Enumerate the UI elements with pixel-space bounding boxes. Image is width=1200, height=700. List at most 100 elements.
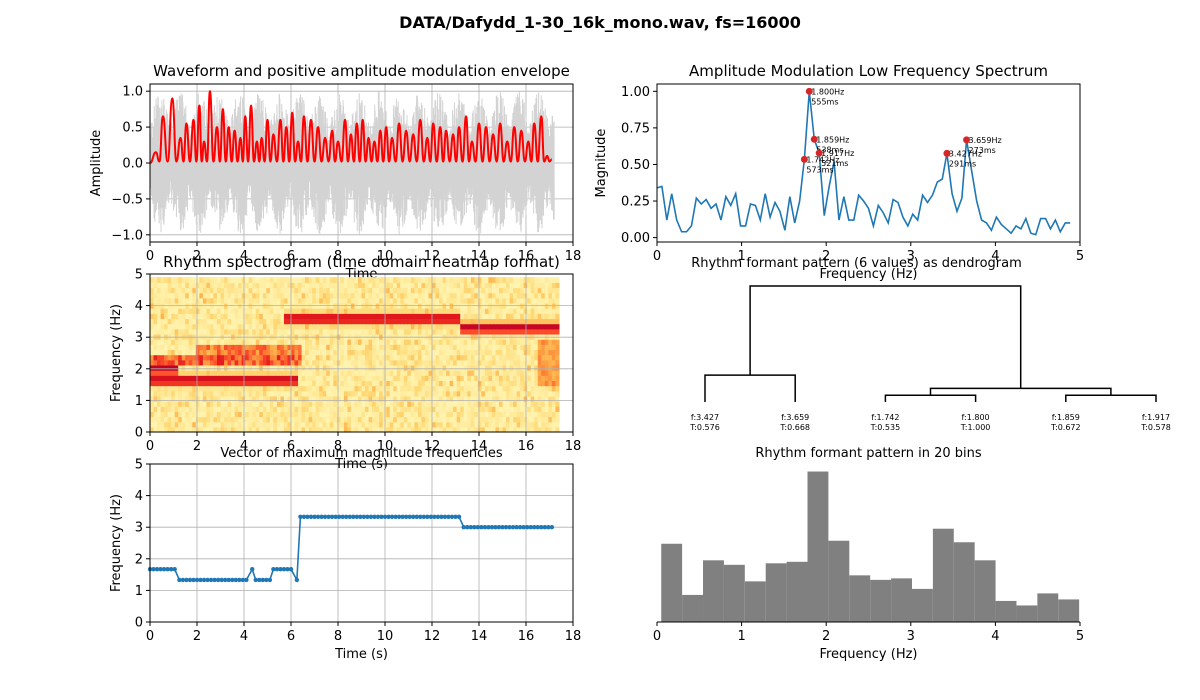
heatmap-cell [178, 385, 183, 392]
heatmap-cell [481, 323, 486, 330]
heatmap-cell [220, 313, 225, 320]
heatmap-cell [403, 328, 408, 335]
heatmap-cell [544, 277, 549, 283]
heatmap-cell [294, 380, 299, 387]
heatmap-cell [273, 277, 278, 283]
heatmap-cell [424, 385, 430, 392]
heatmap-cell [326, 287, 331, 294]
heatmap-cell [185, 277, 190, 283]
x-tick-label: 12 [424, 629, 441, 644]
max-frequency-point [479, 525, 484, 530]
heatmap-cell [269, 297, 274, 304]
heatmap-cell [164, 426, 169, 433]
heatmap-cell [188, 390, 193, 397]
heatmap-cell [435, 344, 440, 351]
heatmap-cell [298, 277, 303, 283]
heatmap-cell [534, 364, 539, 371]
heatmap-cell [329, 426, 334, 433]
heatmap-cell [276, 401, 282, 407]
y-tick-label: 3 [135, 331, 143, 346]
heatmap-cell [502, 390, 507, 397]
heatmap-cell [403, 354, 408, 361]
heatmap-cell [319, 287, 324, 294]
heatmap-cell [386, 308, 391, 314]
heatmap-cell [171, 354, 176, 361]
heatmap-cell [365, 323, 370, 330]
y-tick-label: 1.0 [122, 85, 143, 100]
heatmap-cell [326, 313, 331, 320]
heatmap-cell [417, 406, 423, 412]
heatmap-cell [199, 349, 204, 356]
heatmap-cell [255, 344, 260, 351]
heatmap-cell [460, 426, 465, 433]
heatmap-cell [361, 328, 366, 335]
heatmap-cell [273, 380, 278, 387]
heatmap-cell [537, 308, 542, 314]
heatmap-cell [216, 385, 222, 392]
heatmap-cell [488, 297, 493, 304]
heatmap-cell [153, 401, 158, 407]
heatmap-cell [365, 390, 370, 397]
heatmap-cell [537, 395, 542, 402]
heatmap-cell [209, 297, 215, 304]
heatmap-cell [206, 349, 211, 356]
heatmap-cell [195, 406, 200, 412]
heatmap-cell [336, 416, 341, 423]
heatmap-cell [414, 421, 419, 428]
heatmap-cell [389, 364, 394, 371]
heatmap-cell [209, 344, 215, 351]
heatmap-cell [305, 370, 310, 376]
heatmap-cell [456, 313, 461, 320]
heatmap-cell [262, 313, 267, 320]
heatmap-cell [368, 344, 373, 351]
heatmap-cell [551, 292, 556, 299]
heatmap-cell [372, 308, 377, 314]
heatmap-cell [534, 282, 539, 289]
heatmap-cell [506, 395, 511, 402]
heatmap-cell [467, 277, 472, 283]
heatmap-cell [544, 313, 549, 320]
heatmap-cell [312, 277, 317, 283]
heatmap-cell [181, 401, 186, 407]
heatmap-cell [393, 390, 398, 397]
heatmap-cell [502, 395, 507, 402]
histogram-bar [953, 542, 975, 622]
heatmap-cell [178, 370, 183, 376]
heatmap-cell [544, 292, 549, 299]
heatmap-cell [357, 344, 363, 351]
heatmap-cell [301, 297, 306, 304]
heatmap-cell [375, 401, 380, 407]
peak-label-period: 521ms [821, 159, 848, 168]
heatmap-cell [301, 416, 306, 423]
heatmap-cell [164, 364, 169, 371]
heatmap-cell [446, 395, 451, 402]
heatmap-cell [393, 364, 398, 371]
heatmap-cell [372, 359, 377, 366]
heatmap-cell [548, 426, 553, 433]
heatmap-cell [442, 385, 447, 392]
heatmap-cell [442, 344, 447, 351]
heatmap-cell [322, 344, 327, 351]
heatmap-cell [238, 339, 243, 345]
x-tick-label: 18 [565, 249, 582, 264]
heatmap-cell [442, 313, 447, 320]
heatmap-cell [488, 339, 493, 345]
heatmap-cell [541, 359, 546, 366]
heatmap-cell [530, 349, 535, 356]
heatmap-cell [498, 359, 504, 366]
heatmap-cell [439, 385, 444, 392]
heatmap-cell [153, 318, 158, 325]
heatmap-cell [238, 354, 243, 361]
heatmap-cell [178, 364, 183, 371]
heatmap-cell [167, 385, 172, 392]
heatmap-cell [305, 380, 310, 387]
heatmap-cell [509, 370, 514, 376]
peak-label-freq: 1.742Hz [806, 155, 839, 164]
heatmap-cell [294, 390, 299, 397]
heatmap-cell [484, 401, 489, 407]
heatmap-cell [446, 401, 451, 407]
heatmap-cell [160, 370, 165, 376]
heatmap-cell [467, 370, 472, 376]
heatmap-cell [315, 406, 320, 412]
heatmap-cell [192, 277, 197, 283]
